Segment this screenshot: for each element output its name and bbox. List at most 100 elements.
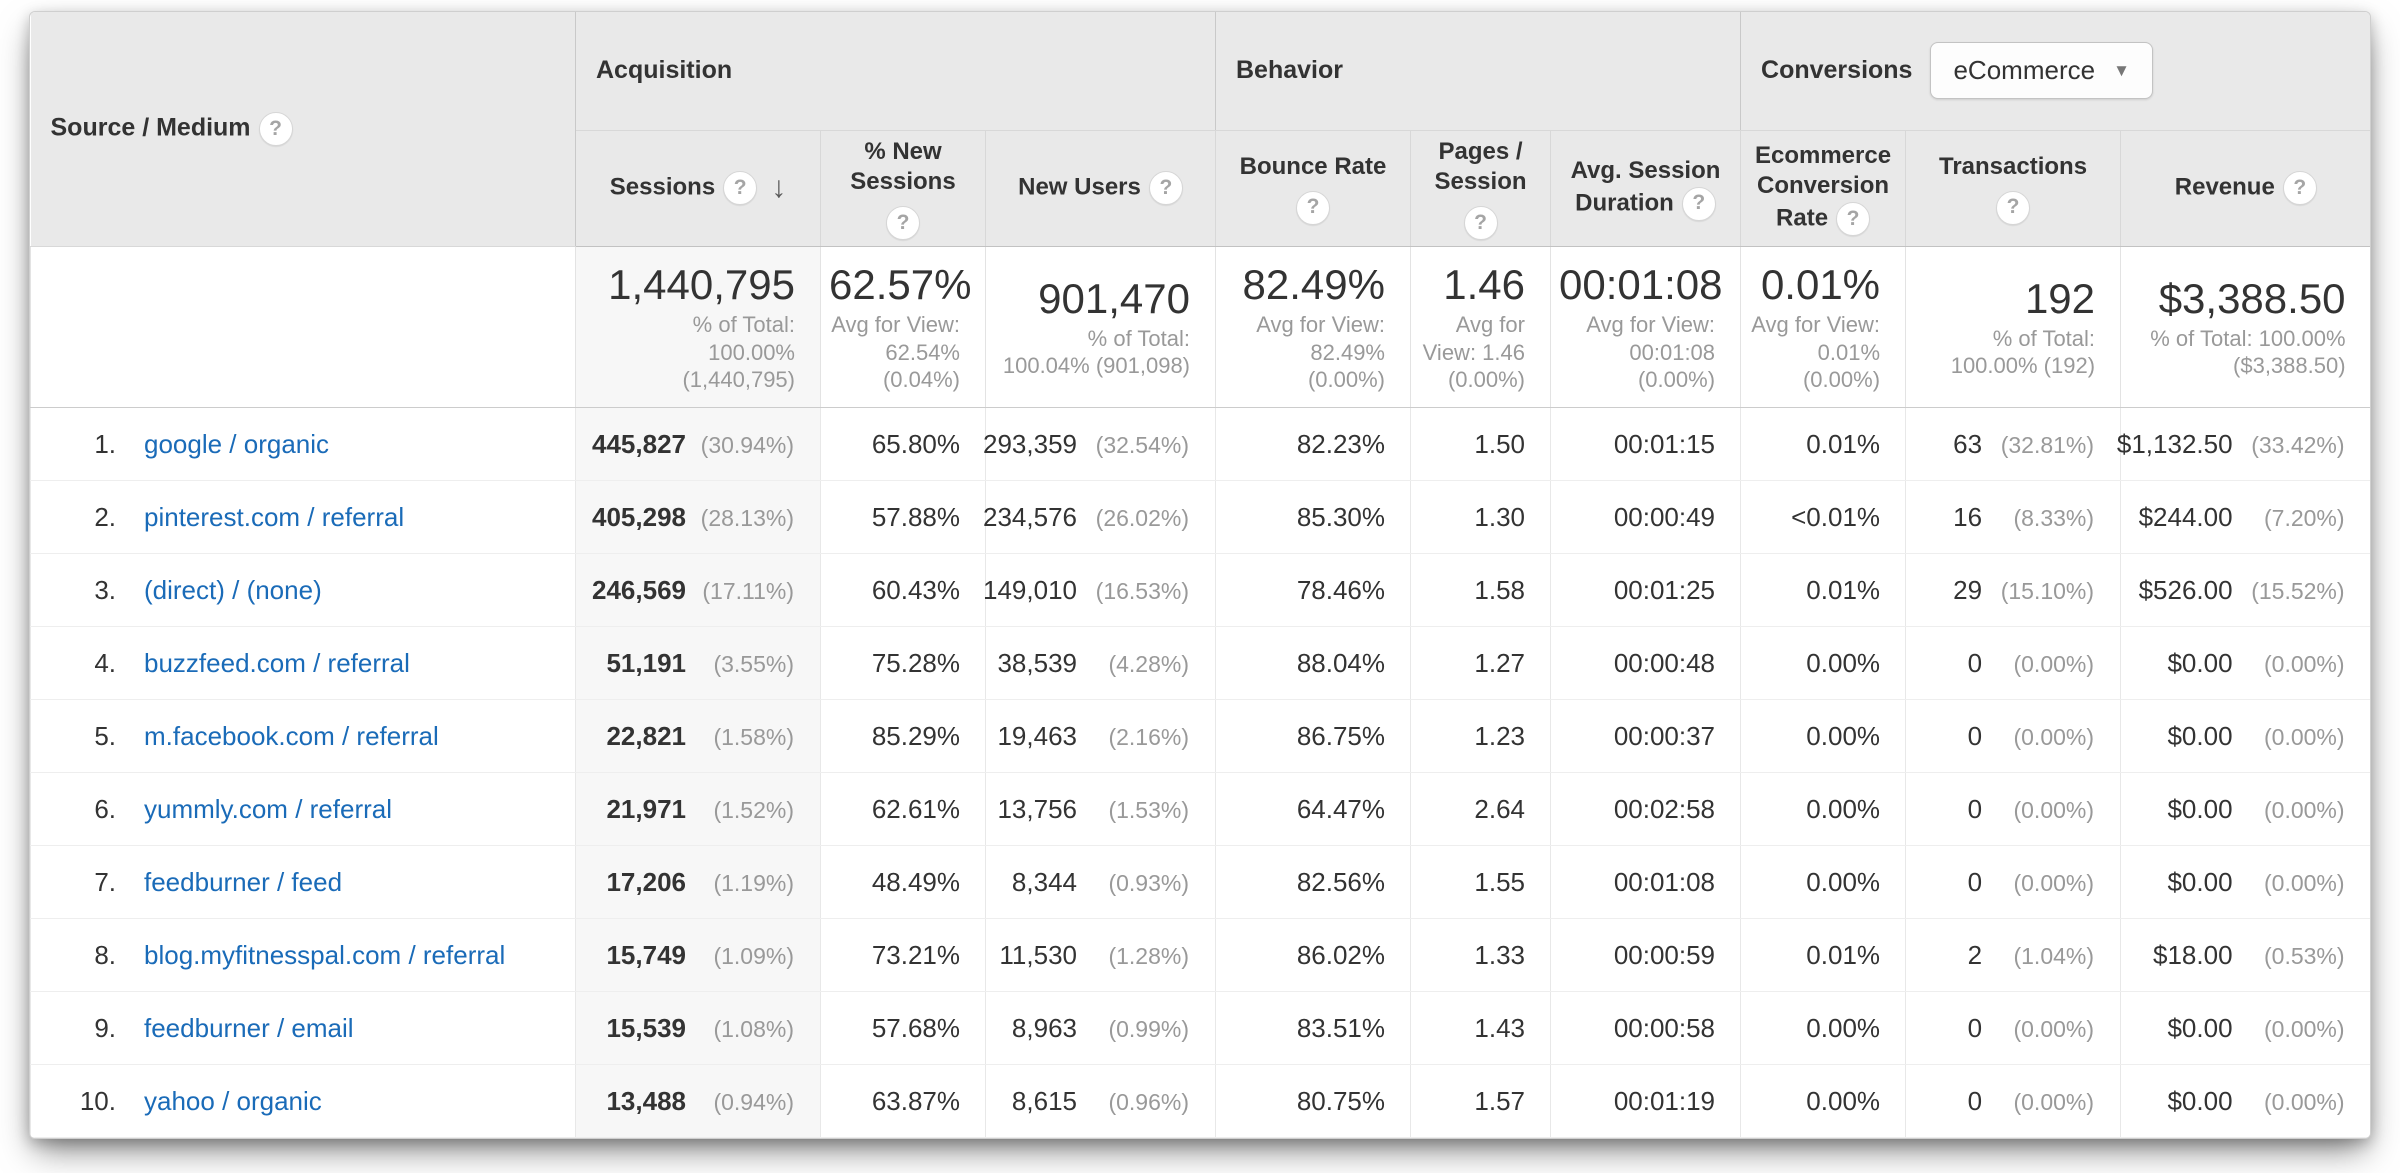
conversions-goal-value: eCommerce: [1953, 55, 2096, 86]
new-users-cell: 19,463 (2.16%): [985, 699, 1216, 774]
source-medium-link[interactable]: feedburner / email: [144, 1012, 354, 1043]
ecommerce-conversion-rate-cell: 0.00%: [1740, 845, 1906, 920]
new-users-value: 11,530: [999, 939, 1077, 970]
revenue-value: $1,132.50: [2116, 428, 2233, 459]
pct-new-sessions-cell: 57.88%: [820, 480, 986, 555]
revenue-cell: $0.00 (0.00%): [2120, 845, 2370, 920]
pages-session-cell: 1.23: [1410, 699, 1551, 774]
source-medium-link[interactable]: blog.myfitnesspal.com / referral: [144, 939, 506, 970]
sessions-percent: (1.58%): [713, 723, 794, 750]
sessions-percent: (17.11%): [702, 577, 794, 604]
row-rank: 4.: [94, 647, 116, 678]
transactions-value: 0: [1967, 866, 1983, 897]
help-icon[interactable]: ?: [1996, 190, 2031, 225]
column-header-bounce-rate[interactable]: Bounce Rate ?: [1215, 130, 1411, 247]
transactions-cell: 0 (0.00%): [1905, 1064, 2121, 1139]
new-users-percent: (32.54%): [1095, 431, 1189, 458]
source-medium-link[interactable]: pinterest.com / referral: [144, 501, 405, 532]
table-body: 1. google / organic 445,827 (30.94%) 65.80…: [30, 407, 2370, 1139]
column-header-pct-new-sessions[interactable]: % New Sessions ?: [820, 130, 986, 247]
source-medium-link[interactable]: feedburner / feed: [144, 866, 343, 897]
help-icon[interactable]: ?: [1296, 190, 1330, 225]
transactions-cell: 0 (0.00%): [1905, 699, 2121, 774]
help-icon[interactable]: ?: [723, 171, 758, 206]
sessions-value: 13,488: [606, 1085, 686, 1116]
source-medium-link[interactable]: yahoo / organic: [144, 1085, 322, 1116]
sessions-cell: 17,206 (1.19%): [575, 845, 821, 920]
revenue-value: $0.00: [2167, 647, 2233, 678]
help-icon[interactable]: ?: [2282, 171, 2317, 206]
column-header-transactions[interactable]: Transactions ?: [1905, 130, 2121, 247]
source-medium-link[interactable]: google / organic: [144, 428, 330, 459]
column-header-avg-session-duration[interactable]: Avg. Session Duration?: [1549, 130, 1741, 247]
source-medium-link[interactable]: buzzfeed.com / referral: [144, 647, 410, 678]
bounce-rate-cell: 80.75%: [1215, 1064, 1411, 1139]
totals-new-users: 901,470 % of Total: 100.04% (901,098): [985, 246, 1216, 409]
column-header-ecommerce-conversion-rate[interactable]: Ecommerce Conversion Rate?: [1740, 130, 1906, 247]
avg-session-duration-cell: 00:00:49: [1549, 480, 1741, 555]
transactions-cell: 0 (0.00%): [1905, 991, 2121, 1066]
revenue-cell: $18.00 (0.53%): [2120, 918, 2370, 993]
chevron-down-icon: ▼: [2113, 60, 2130, 80]
avg-session-duration-cell: 00:00:37: [1549, 699, 1741, 774]
pct-new-sessions-cell: 63.87%: [820, 1064, 986, 1139]
source-medium-link[interactable]: m.facebook.com / referral: [144, 720, 439, 751]
totals-revenue-note: % of Total: 100.00% ($3,388.50): [2150, 325, 2346, 379]
help-icon[interactable]: ?: [1681, 186, 1716, 221]
revenue-percent: (0.00%): [2264, 869, 2345, 896]
column-header-new-users[interactable]: New Users?: [985, 130, 1216, 247]
totals-bounce-rate: 82.49% Avg for View: 82.49% (0.00%): [1215, 246, 1411, 409]
source-medium-table: Source / Medium? Acquisition Behavior Co…: [30, 12, 2370, 1139]
help-icon[interactable]: ?: [886, 205, 920, 240]
row-rank: 8.: [94, 939, 116, 970]
help-icon[interactable]: ?: [258, 111, 293, 146]
conversions-goal-dropdown[interactable]: eCommerce ▼: [1930, 42, 2153, 100]
totals-transactions-note: % of Total: 100.00% (192): [1950, 325, 2096, 379]
table-row: 9. feedburner / email 15,539 (1.08%) 57.68…: [30, 991, 2370, 1066]
revenue-label: Revenue: [2174, 173, 2275, 201]
new-users-value: 38,539: [997, 647, 1077, 678]
source-medium-link[interactable]: (direct) / (none): [144, 574, 322, 605]
column-header-sessions[interactable]: Sessions? ↓: [575, 130, 821, 247]
source-medium-header[interactable]: Source / Medium?: [30, 12, 576, 247]
avg-session-duration-cell: 00:02:58: [1549, 772, 1741, 847]
avg-session-duration-cell: 00:01:15: [1549, 407, 1741, 482]
help-icon[interactable]: ?: [1836, 201, 1871, 236]
transactions-cell: 29 (15.10%): [1905, 553, 2121, 628]
transactions-label: Transactions: [1939, 152, 2088, 180]
totals-avg-session-duration-value: 00:01:08: [1559, 260, 1723, 308]
source-medium-cell: 8. blog.myfitnesspal.com / referral: [30, 918, 576, 993]
row-rank: 2.: [94, 501, 116, 532]
table-row: 5. m.facebook.com / referral 22,821 (1.58%…: [30, 699, 2370, 774]
new-users-value: 234,576: [983, 501, 1077, 532]
column-header-pages-session[interactable]: Pages / Session ?: [1410, 130, 1551, 247]
bounce-rate-label: Bounce Rate: [1239, 152, 1387, 180]
table-row: 2. pinterest.com / referral 405,298 (28.13…: [30, 480, 2370, 555]
revenue-cell: $0.00 (0.00%): [2120, 699, 2370, 774]
totals-revenue: $3,388.50 % of Total: 100.00% ($3,388.50…: [2120, 246, 2370, 409]
help-icon[interactable]: ?: [1463, 205, 1498, 240]
bounce-rate-cell: 86.02%: [1215, 918, 1411, 993]
totals-row: 1,440,795 % of Total: 100.00% (1,440,795…: [30, 246, 2370, 409]
revenue-cell: $526.00 (15.52%): [2120, 553, 2370, 628]
column-header-revenue[interactable]: Revenue?: [2120, 130, 2370, 247]
new-users-percent: (4.28%): [1108, 650, 1189, 677]
ecommerce-conversion-rate-cell: 0.00%: [1740, 991, 1906, 1066]
new-users-percent: (16.53%): [1095, 577, 1189, 604]
revenue-cell: $244.00 (7.20%): [2120, 480, 2370, 555]
revenue-cell: $1,132.50 (33.42%): [2117, 407, 2370, 482]
new-users-cell: 11,530 (1.28%): [985, 918, 1216, 993]
source-medium-link[interactable]: yummly.com / referral: [144, 793, 392, 824]
sessions-cell: 445,827 (30.94%): [575, 407, 821, 482]
sort-descending-icon[interactable]: ↓: [771, 171, 787, 205]
totals-pct-new-sessions-value: 62.57%: [829, 260, 972, 308]
source-medium-cell: 2. pinterest.com / referral: [30, 480, 576, 555]
pages-session-cell: 1.27: [1410, 626, 1551, 701]
sessions-cell: 246,569 (17.11%): [575, 553, 821, 628]
source-medium-cell: 5. m.facebook.com / referral: [30, 699, 576, 774]
transactions-percent: (0.00%): [2013, 723, 2095, 750]
source-medium-cell: 10. yahoo / organic: [30, 1064, 576, 1139]
transactions-value: 29: [1953, 574, 1983, 605]
row-rank: 9.: [94, 1012, 116, 1043]
help-icon[interactable]: ?: [1148, 171, 1183, 206]
